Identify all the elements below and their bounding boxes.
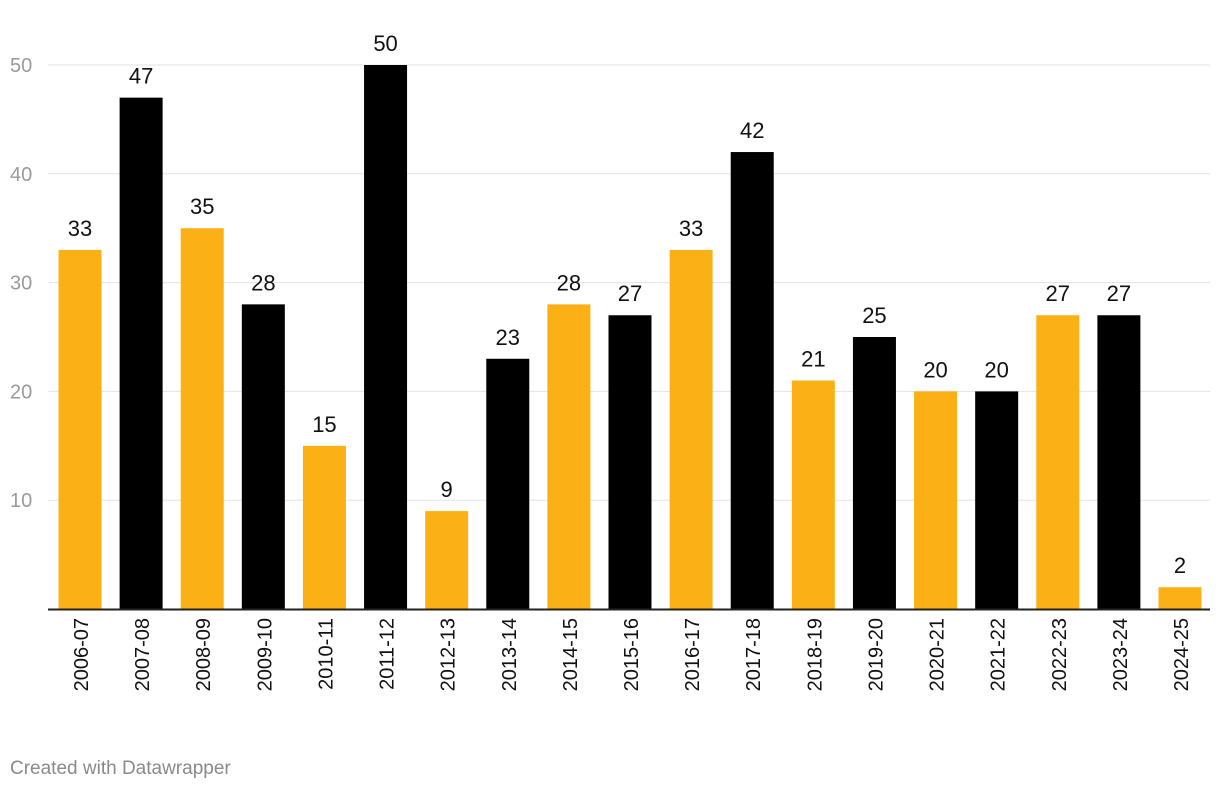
- x-tick-label-2014-15: 2014-15: [560, 618, 582, 691]
- x-tick-label-2006-07: 2006-07: [71, 618, 93, 691]
- bar-2021-22: [975, 391, 1019, 609]
- data-label-2011-12: 50: [373, 31, 397, 56]
- data-label-2015-16: 27: [618, 281, 642, 306]
- x-tick-label-2023-24: 2023-24: [1110, 618, 1132, 691]
- data-label-2013-14: 23: [496, 325, 520, 350]
- x-tick-label-2007-08: 2007-08: [132, 618, 154, 691]
- data-label-2017-18: 42: [740, 118, 764, 143]
- data-label-2018-19: 21: [801, 347, 825, 372]
- data-label-layer: 33 47 35 28 15 50 9 23 28 27 33 42 21 25 20 20 27 27 2: [68, 31, 1186, 578]
- x-tick-label-2024-25: 2024-25: [1171, 618, 1193, 691]
- data-label-2007-08: 47: [129, 64, 153, 89]
- bar-2022-23: [1036, 315, 1080, 609]
- data-label-2012-13: 9: [441, 477, 453, 502]
- credit-text: Created with Datawrapper: [10, 758, 231, 779]
- bar-2006-07: [58, 249, 102, 609]
- bar-2011-12: [364, 65, 408, 609]
- bar-2013-14: [486, 358, 530, 609]
- bar-2015-16: [608, 315, 652, 609]
- data-label-2022-23: 27: [1046, 281, 1070, 306]
- bar-2014-15: [547, 304, 591, 609]
- data-label-2008-09: 35: [190, 194, 214, 219]
- bar-2007-08: [119, 97, 163, 609]
- data-label-2021-22: 20: [984, 357, 1008, 382]
- data-label-2023-24: 27: [1107, 281, 1131, 306]
- x-tick-label-2017-18: 2017-18: [743, 618, 765, 691]
- x-tick-label-2018-19: 2018-19: [804, 618, 826, 691]
- bar-layer: [58, 65, 1202, 610]
- x-tick-label-2012-13: 2012-13: [438, 618, 460, 691]
- x-tick-label-2009-10: 2009-10: [254, 618, 276, 691]
- data-label-2010-11: 15: [312, 412, 336, 437]
- x-tick-label-2021-22: 2021-22: [988, 618, 1010, 691]
- x-tick-label-2022-23: 2022-23: [1049, 618, 1071, 691]
- x-tick-label-2010-11: 2010-11: [315, 618, 337, 690]
- x-tick-label-2008-09: 2008-09: [193, 618, 215, 691]
- x-tick-label-2013-14: 2013-14: [499, 618, 521, 691]
- data-label-2020-21: 20: [923, 357, 947, 382]
- data-label-2016-17: 33: [679, 216, 703, 241]
- x-tick-label-2015-16: 2015-16: [621, 618, 643, 691]
- data-label-2024-25: 2: [1174, 553, 1186, 578]
- bar-2020-21: [914, 391, 958, 609]
- category-label-layer: 2006-07 2007-08 2008-09 2009-10 2010-11 2011-…: [71, 618, 1193, 691]
- bar-2010-11: [302, 445, 346, 609]
- bar-2024-25: [1158, 587, 1202, 609]
- bar-2012-13: [425, 511, 469, 609]
- data-label-2019-20: 25: [862, 303, 886, 328]
- y-tick-label-10: 10: [10, 490, 32, 512]
- y-tick-label-40: 40: [10, 164, 32, 186]
- x-tick-label-2011-12: 2011-12: [377, 618, 399, 690]
- bar-2019-20: [852, 337, 896, 609]
- bar-2023-24: [1097, 315, 1141, 609]
- x-tick-label-2019-20: 2019-20: [865, 618, 887, 691]
- x-tick-label-2020-21: 2020-21: [927, 618, 949, 691]
- data-label-2014-15: 28: [557, 270, 581, 295]
- data-label-2006-07: 33: [68, 216, 92, 241]
- bar-2018-19: [791, 380, 835, 609]
- bar-2016-17: [669, 249, 713, 609]
- bar-2008-09: [180, 228, 224, 609]
- y-tick-label-30: 30: [10, 273, 32, 295]
- y-tick-label-20: 20: [10, 381, 32, 403]
- x-tick-label-2016-17: 2016-17: [682, 618, 704, 691]
- bar-2009-10: [241, 304, 285, 609]
- bar-2017-18: [730, 152, 774, 610]
- y-tick-label-50: 50: [10, 55, 32, 77]
- data-label-2009-10: 28: [251, 270, 275, 295]
